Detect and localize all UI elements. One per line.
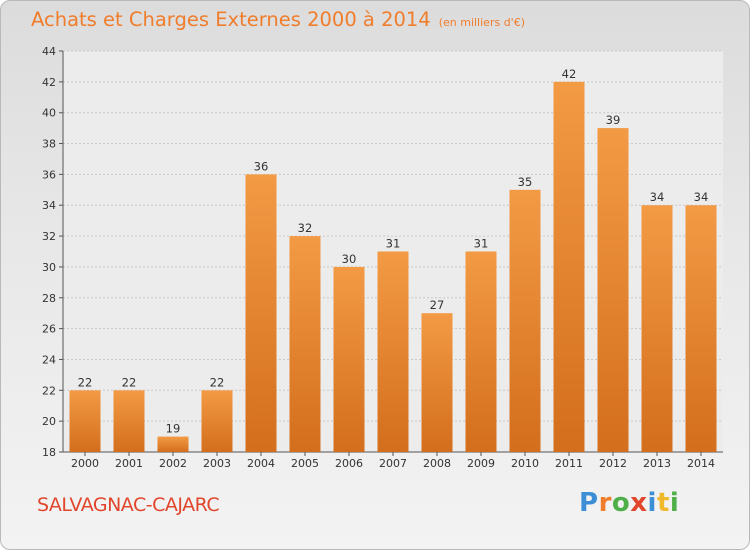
data-label: 27 — [430, 298, 445, 312]
y-tick-label: 42 — [42, 76, 56, 89]
y-tick-label: 18 — [42, 446, 56, 459]
data-label: 31 — [386, 237, 401, 251]
x-tick-label: 2014 — [687, 457, 715, 470]
x-tick-label: 2007 — [379, 457, 407, 470]
x-tick-label: 2012 — [599, 457, 627, 470]
logo-letter: r — [598, 488, 612, 518]
data-label: 31 — [474, 237, 489, 251]
bar — [157, 436, 189, 452]
bar — [245, 174, 277, 452]
y-tick-label: 36 — [42, 168, 56, 181]
logo-letter: P — [579, 488, 599, 518]
proxiti-logo: Proxiti — [579, 488, 679, 518]
x-tick-label: 2003 — [203, 457, 231, 470]
y-tick-label: 28 — [42, 292, 56, 305]
bar — [201, 390, 233, 452]
bar — [553, 81, 585, 452]
y-tick-label: 26 — [42, 323, 56, 336]
bar — [685, 205, 717, 452]
bar — [333, 266, 365, 452]
data-label: 22 — [210, 375, 225, 389]
bar — [289, 236, 321, 452]
data-label: 30 — [342, 252, 357, 266]
chart-title: Achats et Charges Externes 2000 à 2014 (e… — [31, 8, 525, 31]
x-tick-label: 2005 — [291, 457, 319, 470]
data-label: 22 — [122, 375, 137, 389]
logo-letter: i — [669, 488, 680, 518]
bar — [69, 390, 101, 452]
y-tick-label: 38 — [42, 138, 56, 151]
x-tick-label: 2010 — [511, 457, 539, 470]
chart-subtitle: (en milliers d'€) — [438, 16, 525, 29]
logo-letter: t — [656, 488, 670, 518]
data-label: 32 — [298, 221, 313, 235]
x-tick-label: 2006 — [335, 457, 363, 470]
y-tick-label: 44 — [42, 45, 56, 58]
x-tick-label: 2008 — [423, 457, 451, 470]
data-label: 39 — [606, 113, 621, 127]
logo-letter: o — [611, 488, 631, 518]
y-tick-label: 32 — [42, 230, 56, 243]
data-label: 35 — [518, 175, 533, 189]
y-tick-label: 24 — [42, 353, 56, 366]
place-name: SALVAGNAC-CAJARC — [37, 494, 220, 516]
data-label: 34 — [650, 190, 665, 204]
bar — [377, 251, 409, 452]
x-tick-label: 2002 — [159, 457, 187, 470]
bar — [597, 128, 629, 452]
data-label: 22 — [78, 375, 93, 389]
bar — [641, 205, 673, 452]
x-tick-label: 2000 — [71, 457, 99, 470]
bar — [421, 313, 453, 452]
y-tick-label: 30 — [42, 261, 56, 274]
data-label: 19 — [166, 422, 181, 436]
chart-title-text: Achats et Charges Externes 2000 à 2014 — [31, 8, 431, 31]
x-tick-label: 2004 — [247, 457, 275, 470]
x-tick-label: 2001 — [115, 457, 143, 470]
y-tick-label: 20 — [42, 415, 56, 428]
y-tick-label: 22 — [42, 384, 56, 397]
bar — [113, 390, 145, 452]
y-tick-label: 40 — [42, 107, 56, 120]
bar — [465, 251, 497, 452]
data-label: 36 — [254, 159, 269, 173]
bar — [509, 189, 541, 453]
data-label: 34 — [694, 190, 709, 204]
data-label: 42 — [562, 67, 577, 81]
x-tick-label: 2013 — [643, 457, 671, 470]
x-tick-label: 2009 — [467, 457, 495, 470]
logo-letter: x — [630, 488, 648, 518]
logo-letter: i — [647, 488, 657, 518]
y-tick-label: 34 — [42, 199, 56, 212]
x-tick-label: 2011 — [555, 457, 583, 470]
